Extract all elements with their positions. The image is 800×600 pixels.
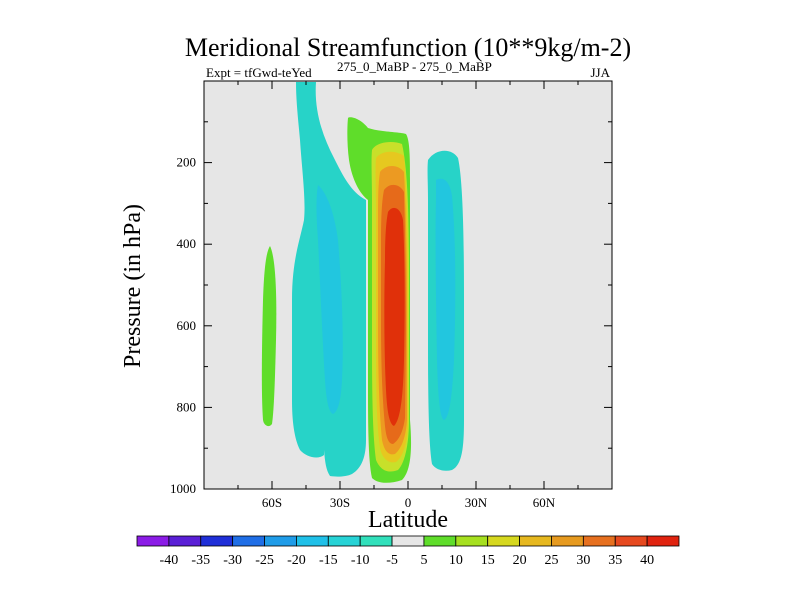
x-axis-label: Latitude bbox=[368, 507, 448, 533]
colorbar-label: 40 bbox=[640, 553, 654, 568]
colorbar-label: 30 bbox=[576, 553, 590, 568]
colorbar-label: -5 bbox=[386, 553, 398, 568]
colorbar-swatch bbox=[582, 535, 616, 547]
southern-negative-core bbox=[316, 185, 343, 414]
colorbar-label: 10 bbox=[449, 553, 463, 568]
x-tick-label: 60S bbox=[262, 495, 282, 510]
colorbar-swatch bbox=[264, 535, 297, 547]
colorbar-label: -30 bbox=[223, 553, 242, 568]
colorbar-label: -15 bbox=[319, 553, 338, 568]
colorbar-swatch bbox=[614, 535, 648, 547]
colorbar-swatch bbox=[327, 535, 361, 547]
colorbar-swatch bbox=[296, 535, 329, 547]
experiment-label: Expt = tfGwd-teYed bbox=[206, 65, 312, 80]
colorbar-label: -10 bbox=[351, 553, 370, 568]
y-tick-label: 1000 bbox=[170, 481, 196, 496]
y-axis-label: Pressure (in hPa) bbox=[120, 204, 146, 368]
y-tick-label: 400 bbox=[177, 236, 197, 251]
chart-title: Meridional Streamfunction (10**9kg/m-2) bbox=[185, 33, 631, 62]
x-tick-label: 0 bbox=[405, 495, 412, 510]
colorbar-swatch bbox=[200, 535, 234, 547]
x-tick-label: 30S bbox=[330, 495, 350, 510]
colorbar-label: -40 bbox=[160, 553, 179, 568]
colorbar-swatch bbox=[646, 535, 680, 547]
contour-fills bbox=[261, 82, 464, 483]
colorbar-label: -20 bbox=[287, 553, 306, 568]
colorbar-swatch bbox=[423, 535, 457, 547]
colorbar-label: -35 bbox=[191, 553, 210, 568]
difference-label: 275_0_MaBP - 275_0_MaBP bbox=[337, 59, 492, 74]
y-tick-label: 800 bbox=[177, 399, 197, 414]
colorbar-label: 15 bbox=[481, 553, 495, 568]
season-label: JJA bbox=[590, 65, 610, 80]
colorbar-swatch bbox=[551, 535, 584, 547]
colorbar-label: 35 bbox=[608, 553, 622, 568]
colorbar-swatch bbox=[168, 535, 202, 547]
colorbar: -40 -35 -30 -25 -20 -15 -10 -5 5 10 15 20 25 30 35 40 bbox=[136, 535, 680, 568]
colorbar-swatch bbox=[391, 535, 425, 547]
y-tick-label: 600 bbox=[177, 318, 197, 333]
colorbar-swatch bbox=[519, 535, 552, 547]
x-tick-label: 60N bbox=[533, 495, 556, 510]
southern-positive-cell bbox=[261, 246, 277, 427]
northern-negative-core bbox=[435, 178, 456, 420]
colorbar-swatch bbox=[232, 535, 265, 547]
colorbar-label: 25 bbox=[544, 553, 558, 568]
tropical-cell-red bbox=[384, 207, 405, 426]
colorbar-swatch bbox=[487, 535, 520, 547]
colorbar-swatch bbox=[359, 535, 393, 547]
colorbar-swatch bbox=[455, 535, 489, 547]
colorbar-label: -25 bbox=[255, 553, 274, 568]
colorbar-label: 20 bbox=[513, 553, 527, 568]
x-axis-ticks: 60S 30S 0 30N 60N bbox=[237, 81, 579, 510]
y-tick-label: 200 bbox=[177, 155, 197, 170]
colorbar-label: 5 bbox=[420, 553, 427, 568]
x-tick-label: 30N bbox=[465, 495, 488, 510]
colorbar-swatch bbox=[136, 535, 170, 547]
y-axis-ticks: 200 400 600 800 1000 bbox=[170, 121, 612, 496]
